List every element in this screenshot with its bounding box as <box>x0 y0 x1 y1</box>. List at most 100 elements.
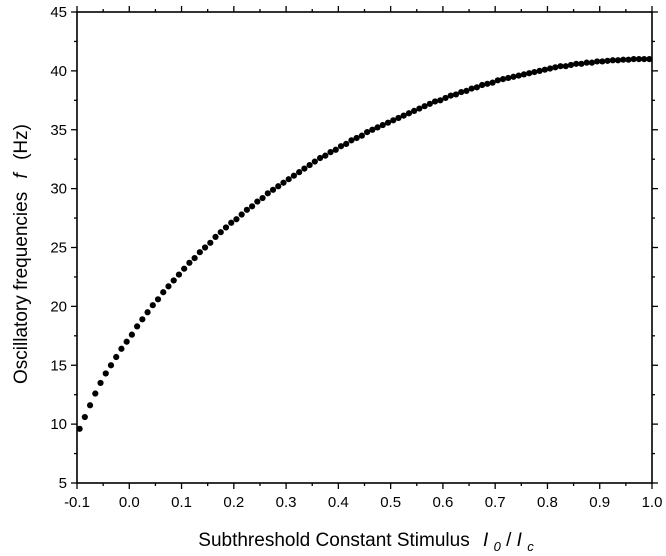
data-point <box>557 63 564 70</box>
data-point <box>207 239 214 246</box>
data-point <box>322 152 329 159</box>
data-point <box>536 67 543 74</box>
x-axis-label-main: Subthreshold Constant Stimulus <box>198 530 469 551</box>
data-point <box>468 85 475 92</box>
data-point <box>343 140 350 147</box>
data-point <box>113 353 120 361</box>
data-point <box>405 110 413 117</box>
data-point <box>484 80 491 87</box>
data-point <box>269 186 277 193</box>
x-tick-label: 0.4 <box>328 494 349 511</box>
data-point <box>264 190 271 197</box>
data-point <box>316 154 324 162</box>
y-tick-label: 45 <box>50 4 67 21</box>
x-tick-label: 0.2 <box>223 494 244 511</box>
data-point <box>275 183 282 190</box>
data-point <box>358 132 365 139</box>
data-point <box>400 112 407 119</box>
x-tick-label: 0.6 <box>432 494 453 511</box>
data-point <box>416 105 423 112</box>
x-axis-var-slash: / <box>506 530 512 551</box>
x-tick-label: 0.3 <box>276 494 297 511</box>
data-point <box>510 73 517 80</box>
data-point <box>442 94 449 102</box>
y-axis-var-f: f <box>11 171 32 178</box>
data-point <box>374 124 381 131</box>
data-point <box>431 98 439 105</box>
y-tick-label: 20 <box>50 298 67 315</box>
data-point <box>635 56 643 63</box>
data-point <box>588 59 595 66</box>
data-point <box>390 117 397 124</box>
y-tick-label: 5 <box>59 475 67 492</box>
data-point <box>332 146 339 153</box>
data-point <box>92 390 99 397</box>
data-point <box>546 65 554 72</box>
data-point <box>175 271 183 278</box>
x-tick-label: 0.8 <box>537 494 558 511</box>
data-point <box>515 72 522 79</box>
data-point <box>181 265 188 272</box>
data-point <box>421 103 428 110</box>
data-point <box>160 289 167 296</box>
data-point <box>379 121 386 129</box>
data-point <box>76 425 83 432</box>
data-point <box>578 60 585 67</box>
data-point <box>228 219 235 226</box>
data-point <box>170 277 177 284</box>
data-point <box>499 76 507 83</box>
data-point <box>259 194 266 202</box>
data-point <box>447 92 454 99</box>
x-tick-label: 0.1 <box>171 494 192 511</box>
data-point <box>123 338 130 345</box>
data-point <box>395 114 402 122</box>
data-point <box>254 198 261 205</box>
data-point <box>102 370 109 377</box>
y-tick-label: 10 <box>50 416 67 433</box>
x-tick-label: 0.9 <box>589 494 610 511</box>
y-axis-label-main: Oscillatory frequencies <box>11 192 32 384</box>
data-point <box>562 63 569 70</box>
data-point <box>489 79 496 86</box>
y-tick-label: 15 <box>50 357 67 374</box>
data-point <box>463 87 470 94</box>
y-tick-label: 25 <box>50 240 67 257</box>
data-point <box>165 283 172 290</box>
data-point <box>290 172 298 179</box>
x-tick-label: 1.0 <box>642 494 663 511</box>
data-point <box>149 302 156 309</box>
data-point <box>458 88 465 96</box>
tick-labels: -0.1 0.0 0.1 0.2 0.3 0.4 0.5 0.6 0.7 0.8 0.9 1.0 5 10… <box>50 4 662 511</box>
x-axis-var-I: I <box>483 530 489 551</box>
data-point <box>437 97 444 104</box>
data-point <box>567 61 575 69</box>
data-point <box>139 316 146 323</box>
data-point <box>531 68 538 76</box>
data-point <box>212 233 219 241</box>
data-point <box>473 84 480 91</box>
data-point <box>128 331 135 338</box>
data-point <box>86 402 94 409</box>
data-point <box>411 107 418 115</box>
data-point <box>573 60 580 67</box>
data-point <box>505 74 512 82</box>
data-point <box>604 57 611 64</box>
x-tick-label: 0.0 <box>119 494 140 511</box>
data-point <box>614 57 622 64</box>
data-point <box>118 345 125 352</box>
data-point <box>196 249 203 256</box>
data-point <box>494 77 501 84</box>
data-point <box>369 126 376 133</box>
data-point <box>552 64 559 71</box>
data-point <box>280 179 287 186</box>
data-point <box>609 57 616 64</box>
y-axis-unit: (Hz) <box>11 124 32 160</box>
data-point <box>154 296 162 303</box>
data-point <box>452 91 460 98</box>
data-point <box>249 203 256 210</box>
y-tick-label: 35 <box>50 122 67 139</box>
data-point <box>81 413 88 421</box>
data-point <box>311 158 318 165</box>
data-point <box>599 58 606 65</box>
